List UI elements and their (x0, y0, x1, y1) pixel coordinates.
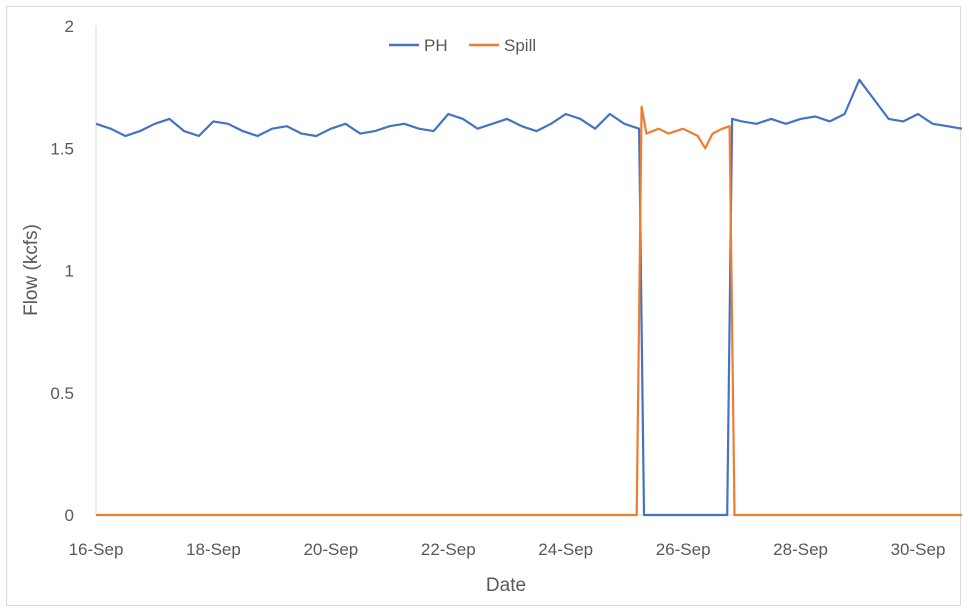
series-layer (95, 78, 963, 517)
y-tick-labels: 0 0.5 1 1.5 2 (50, 17, 74, 525)
series-line-spill (96, 105, 962, 517)
x-tick-label: 28-Sep (773, 540, 828, 559)
series-line-ph (95, 78, 963, 517)
legend-label-ph: PH (424, 36, 448, 55)
chart-frame (6, 6, 961, 606)
y-tick-label: 1.5 (50, 139, 74, 158)
y-tick-label: 1 (65, 262, 74, 281)
x-tick-label: 18-Sep (186, 540, 241, 559)
x-tick-label: 24-Sep (538, 540, 593, 559)
x-tick-labels: 16-Sep 18-Sep 20-Sep 22-Sep 24-Sep 26-Sep 28-S… (69, 540, 946, 559)
y-tick-label: 2 (65, 17, 74, 36)
legend: PH Spill (389, 36, 536, 55)
x-axis-title: Date (486, 575, 526, 596)
legend-label-spill: Spill (504, 36, 536, 55)
y-axis-title: Flow (kcfs) (21, 224, 42, 316)
y-tick-label: 0.5 (50, 384, 74, 403)
x-tick-label: 22-Sep (421, 540, 476, 559)
plot-axes (95, 26, 918, 516)
x-tick-label: 20-Sep (303, 540, 358, 559)
x-tick-label: 26-Sep (656, 540, 711, 559)
x-tick-label: 16-Sep (69, 540, 124, 559)
x-tick-label: 30-Sep (891, 540, 946, 559)
y-tick-label: 0 (65, 506, 74, 525)
